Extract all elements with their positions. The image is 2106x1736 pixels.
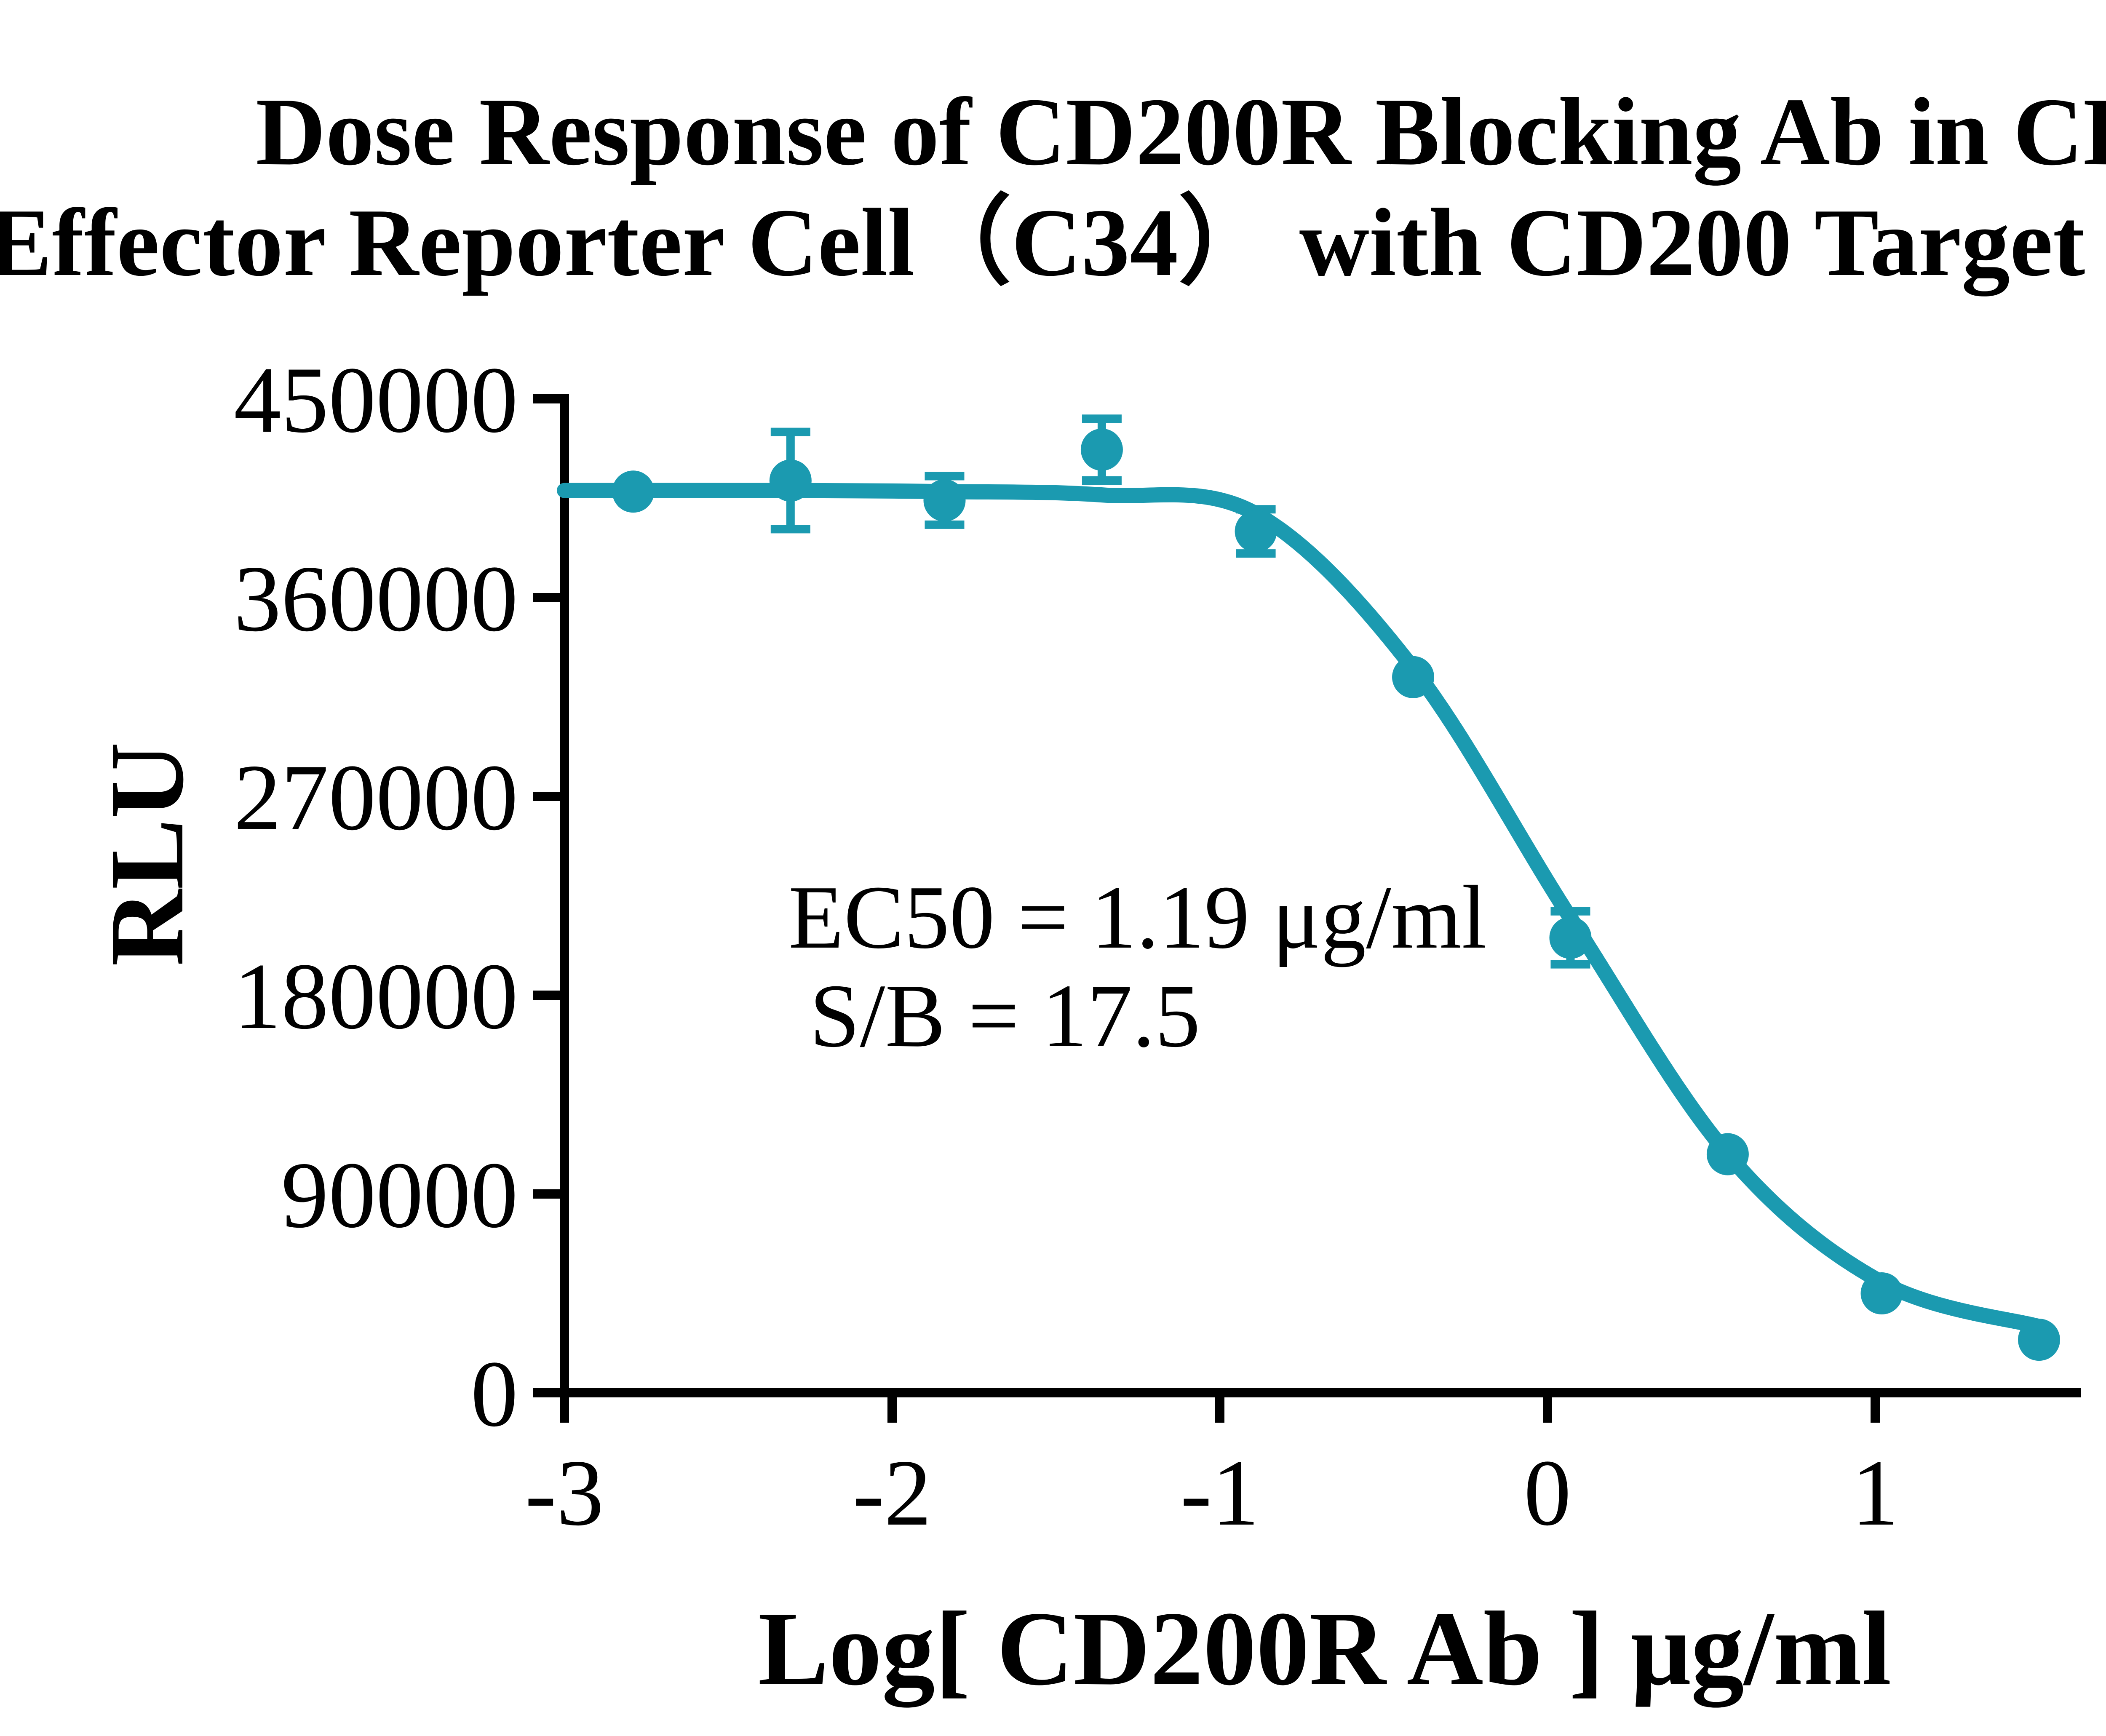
y-tick-label: 270000 (234, 745, 518, 850)
data-point-marker (1706, 1133, 1749, 1175)
annotation-ec50: EC50 = 1.19 μg/ml (788, 867, 1487, 967)
chart-title-line2: Effector Reporter Cell（C34） with CD200 T… (0, 189, 2106, 296)
y-tick-label: 360000 (234, 546, 518, 651)
x-tick-label: 1 (1852, 1440, 1899, 1545)
x-tick-label: 0 (1524, 1440, 1571, 1545)
data-point-marker (2018, 1319, 2060, 1361)
y-tick-label: 0 (471, 1341, 518, 1446)
fit-curve (557, 483, 2047, 1334)
y-axis-label: RLU (88, 742, 206, 966)
x-tick-label: -3 (525, 1440, 604, 1545)
data-point-marker (769, 459, 812, 502)
plot-layer (557, 414, 2060, 1361)
data-point-marker (612, 470, 655, 513)
y-tick-label: 180000 (234, 943, 518, 1049)
data-point-marker (1549, 916, 1592, 959)
axes-layer: 0 90000 180000 270000 360000 450000 -3 -2 -1 0 1 (234, 347, 2081, 1545)
annotation-sb: S/B = 17.5 (810, 965, 1200, 1066)
y-tick-label: 450000 (234, 347, 518, 452)
x-tick-label: -2 (853, 1440, 931, 1545)
data-point-marker (1860, 1272, 1903, 1314)
data-point-marker (923, 479, 966, 522)
x-axis-label: Log[ CD200R Ab ] μg/ml (758, 1589, 1892, 1708)
data-point-marker (1080, 428, 1123, 471)
chart-title-line1: Dose Response of CD200R Blocking Ab in C… (256, 78, 2106, 186)
y-tick-label: 90000 (281, 1142, 518, 1247)
data-point-marker (1392, 656, 1435, 698)
data-point-marker (1235, 510, 1277, 553)
x-tick-label: -1 (1180, 1440, 1259, 1545)
